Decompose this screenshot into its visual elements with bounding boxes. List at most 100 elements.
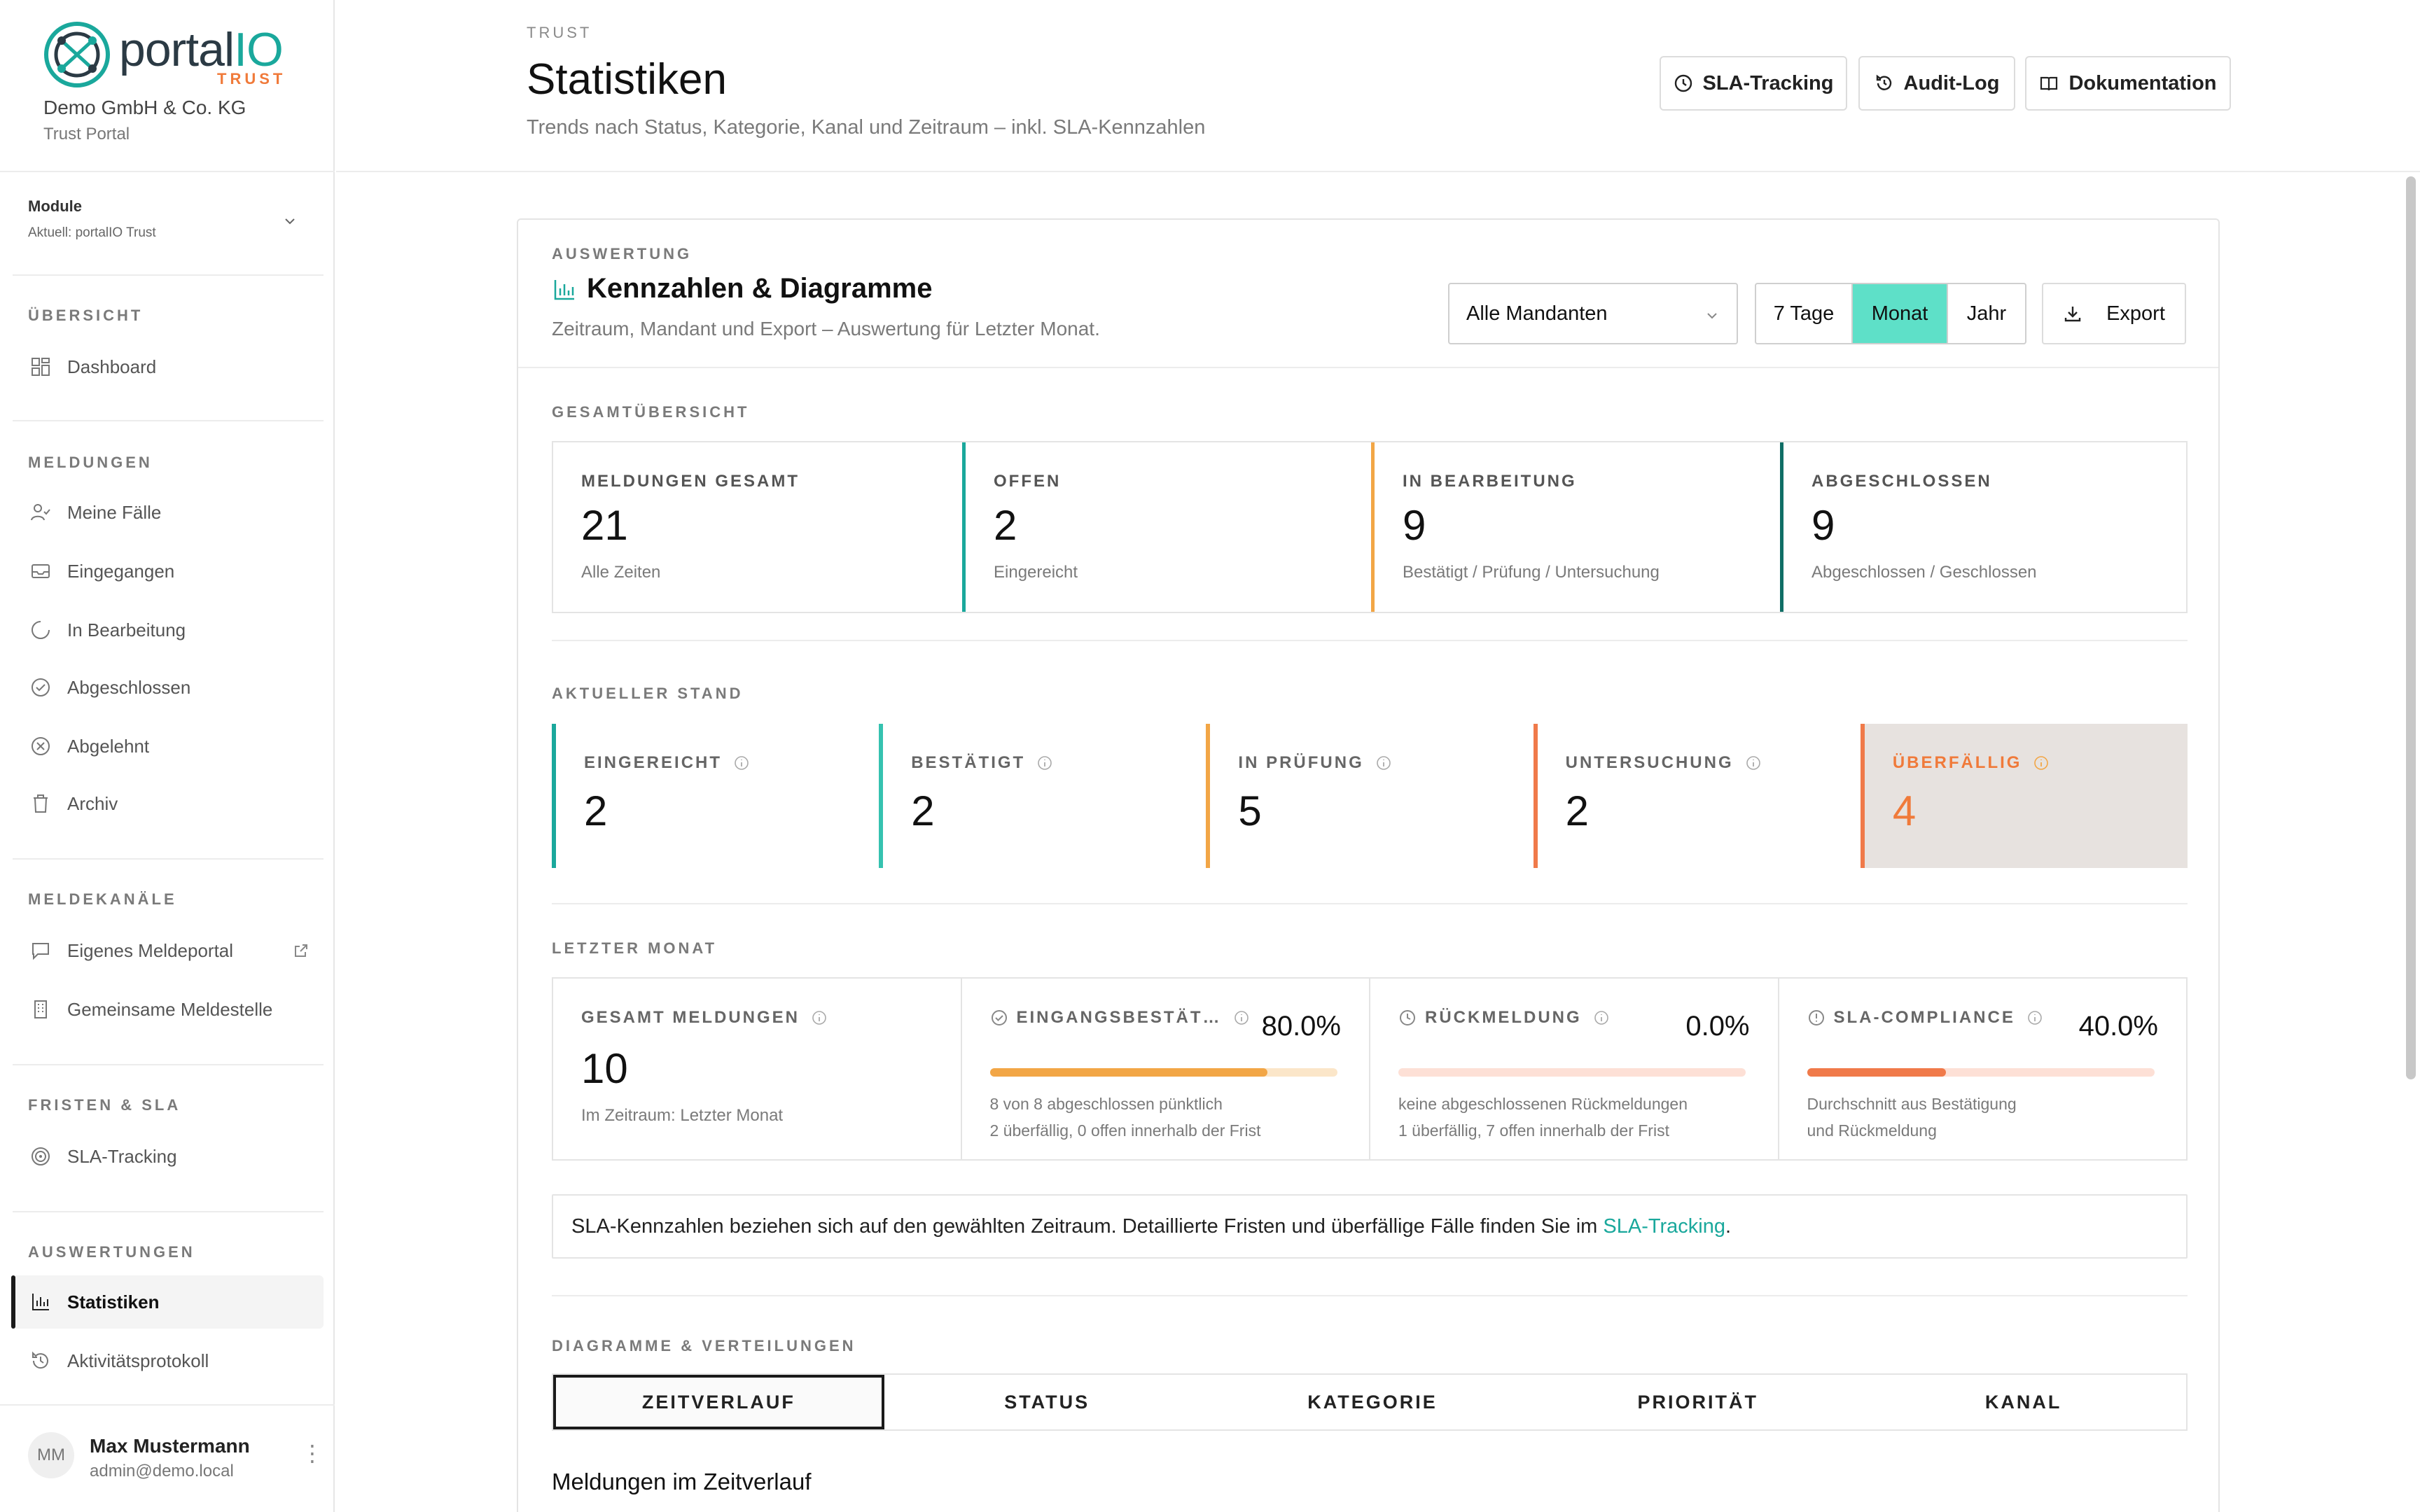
- module-label: Module: [28, 197, 82, 215]
- logo-icon: [44, 22, 110, 88]
- audit-log-button[interactable]: Audit-Log: [1858, 56, 2015, 111]
- status-label: EINGEREICHT: [584, 753, 750, 773]
- sidebar-item-sla-tracking[interactable]: SLA-Tracking: [13, 1130, 324, 1183]
- sidebar-item-rejected[interactable]: Abgelehnt: [13, 720, 324, 773]
- sidebar-item-incoming[interactable]: Eingegangen: [13, 545, 324, 598]
- period-7-days[interactable]: 7 Tage: [1773, 302, 1835, 325]
- button-label: Dokumentation: [2068, 71, 2217, 94]
- stat-closed: ABGESCHLOSSEN 9 Abgeschlossen / Geschlos…: [1780, 442, 2186, 612]
- external-link-icon: [295, 944, 307, 957]
- more-vertical-icon[interactable]: ⋮: [301, 1441, 324, 1466]
- status-overdue[interactable]: ÜBERFÄLLIG 4: [1860, 724, 2188, 868]
- status-investigation[interactable]: UNTERSUCHUNG 2: [1533, 724, 1861, 868]
- stat-value: 9: [1403, 502, 1426, 549]
- sidebar-item-dashboard[interactable]: Dashboard: [13, 340, 324, 393]
- status-confirmed[interactable]: BESTÄTIGT 2: [879, 724, 1206, 868]
- export-button[interactable]: Export: [2042, 283, 2186, 344]
- section-overview-label: GESAMTÜBERSICHT: [552, 403, 750, 421]
- metric-total-reports: GESAMT MELDUNGEN 10 Im Zeitraum: Letzter…: [553, 979, 961, 1159]
- divider: [13, 274, 324, 276]
- sidebar-item-activity-log[interactable]: Aktivitätsprotokoll: [13, 1334, 324, 1387]
- info-text-end: .: [1725, 1214, 1732, 1238]
- tab-status[interactable]: STATUS: [1004, 1391, 1090, 1413]
- status-value: 4: [1892, 788, 1917, 834]
- download-icon: [2064, 307, 2081, 322]
- card-title: Kennzahlen & Diagramme: [587, 273, 933, 304]
- bar-chart-icon: [554, 280, 574, 300]
- stat-label: MELDUNGEN GESAMT: [581, 472, 800, 491]
- status-label: ÜBERFÄLLIG: [1893, 753, 2050, 773]
- stat-note: Eingereicht: [994, 563, 1078, 582]
- info-icon[interactable]: [811, 1009, 828, 1026]
- scrollbar[interactable]: [2406, 176, 2416, 1079]
- info-icon[interactable]: [733, 755, 750, 771]
- info-icon[interactable]: [1375, 755, 1392, 771]
- x-circle-icon: [32, 737, 50, 755]
- info-icon[interactable]: [1036, 755, 1053, 771]
- stat-label: OFFEN: [994, 472, 1062, 491]
- sidebar-item-label: Abgeschlossen: [67, 676, 191, 698]
- brand-logo[interactable]: portalIO TRUST: [42, 20, 322, 90]
- user-email: admin@demo.local: [90, 1462, 234, 1480]
- sla-tracking-button[interactable]: SLA-Tracking: [1660, 56, 1847, 111]
- stat-total-reports: MELDUNGEN GESAMT 21 Alle Zeiten: [553, 442, 962, 612]
- status-value: 5: [1238, 788, 1262, 834]
- button-label: Audit-Log: [1903, 71, 2000, 94]
- status-value: 2: [584, 788, 608, 834]
- info-icon[interactable]: [1233, 1009, 1250, 1026]
- sidebar-item-own-portal[interactable]: Eigenes Meldeportal: [13, 924, 324, 977]
- portal-subtitle: Trust Portal: [43, 125, 130, 144]
- info-icon[interactable]: [2033, 755, 2050, 771]
- user-menu[interactable]: MM Max Mustermann admin@demo.local ⋮: [28, 1432, 324, 1495]
- metric-percent: 0.0%: [1685, 1011, 1750, 1042]
- sidebar-item-in-progress[interactable]: In Bearbeitung: [13, 603, 324, 657]
- metric-label: SLA-COMPLIANCE: [1807, 1008, 2043, 1028]
- chart-tabs: ZEITVERLAUF STATUS KATEGORIE PRIORITÄT K…: [552, 1373, 2188, 1431]
- metric-feedback: RÜCKMELDUNG 0.0% keine abgeschlossenen R…: [1369, 979, 1778, 1159]
- divider: [13, 858, 324, 860]
- tab-timeline[interactable]: ZEITVERLAUF: [553, 1375, 884, 1429]
- clock-icon: [1674, 74, 1692, 92]
- chevron-down-icon: [1707, 313, 1717, 319]
- info-icon[interactable]: [2026, 1009, 2043, 1026]
- tab-category[interactable]: KATEGORIE: [1307, 1391, 1438, 1413]
- status-label: IN PRÜFUNG: [1238, 753, 1391, 773]
- tenant-select-value: Alle Mandanten: [1466, 302, 1608, 325]
- metric-label: RÜCKMELDUNG: [1398, 1008, 1610, 1028]
- stat-note: Bestätigt / Prüfung / Untersuchung: [1403, 563, 1660, 582]
- sidebar-item-my-cases[interactable]: Meine Fälle: [13, 486, 324, 539]
- sidebar-item-archive[interactable]: Archiv: [13, 777, 324, 830]
- button-label: Export: [2106, 302, 2165, 325]
- info-icon[interactable]: [1593, 1009, 1610, 1026]
- status-value: 2: [911, 788, 935, 834]
- sla-tracking-link[interactable]: SLA-Tracking: [1603, 1214, 1726, 1238]
- progress-bar: [989, 1068, 1337, 1077]
- tab-priority[interactable]: PRIORITÄT: [1637, 1391, 1759, 1413]
- period-year[interactable]: Jahr: [1947, 284, 2025, 343]
- status-in-review[interactable]: IN PRÜFUNG 5: [1206, 724, 1533, 868]
- info-icon[interactable]: [1745, 755, 1762, 771]
- metric-acknowledgement: EINGANGSBESTÄT… 80.0% 8 von 8 abgeschlos…: [960, 979, 1370, 1159]
- target-icon: [32, 1147, 50, 1166]
- sla-info-note: SLA-Kennzahlen beziehen sich auf den gew…: [552, 1194, 2188, 1259]
- sidebar-item-completed[interactable]: Abgeschlossen: [13, 661, 324, 714]
- sidebar-item-statistics[interactable]: Statistiken: [11, 1275, 324, 1329]
- loading-icon: [32, 621, 50, 639]
- tenant-select[interactable]: Alle Mandanten: [1448, 283, 1738, 344]
- divider: [13, 1211, 324, 1212]
- page-eyebrow: TRUST: [527, 24, 592, 41]
- documentation-button[interactable]: Dokumentation: [2025, 56, 2231, 111]
- sidebar-item-shared-office[interactable]: Gemeinsame Meldestelle: [13, 983, 324, 1036]
- sidebar-item-label: In Bearbeitung: [67, 619, 186, 640]
- divider: [0, 171, 335, 172]
- metric-label: EINGANGSBESTÄT…: [990, 1008, 1250, 1028]
- tab-channel[interactable]: KANAL: [1984, 1391, 2062, 1413]
- stat-open: OFFEN 2 Eingereicht: [962, 442, 1371, 612]
- module-switcher[interactable]: Module Aktuell: portalIO Trust: [28, 197, 308, 253]
- statistics-card: AUSWERTUNG Kennzahlen & Diagramme Zeitra…: [517, 218, 2220, 1512]
- sidebar-item-label: Eingegangen: [67, 560, 175, 582]
- nav-section-sla: FRISTEN & SLA: [28, 1096, 181, 1114]
- status-submitted[interactable]: EINGEREICHT 2: [552, 724, 879, 868]
- period-month[interactable]: Monat: [1851, 284, 1947, 343]
- nav-section-reports: MELDUNGEN: [28, 454, 153, 471]
